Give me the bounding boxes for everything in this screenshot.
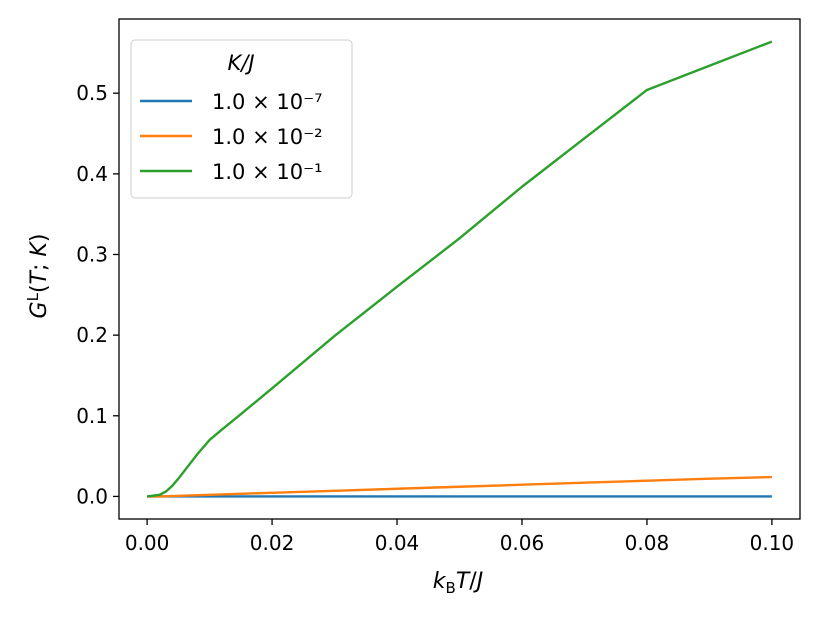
x-axis-title: kBT/J	[433, 569, 483, 597]
y-tick-label: 0.5	[76, 81, 108, 105]
series-line-3	[146, 40, 773, 498]
y-axis-title: GL(T; K)	[24, 234, 52, 319]
series-line-2	[147, 475, 772, 498]
y-tick-label: 0.3	[76, 242, 108, 266]
y-tick-label: 0.2	[76, 323, 108, 347]
x-tick-label: 0.02	[250, 531, 295, 555]
y-tick-label: 0.1	[76, 404, 108, 428]
x-tick-label: 0.10	[750, 531, 795, 555]
legend-items: 1.0 × 10⁻⁷ 1.0 × 10⁻² 1.0 × 10⁻¹	[140, 90, 323, 184]
legend: K/J 1.0 × 10⁻⁷ 1.0 × 10⁻² 1.0 × 10⁻¹	[130, 39, 353, 199]
legend-label-3: 1.0 × 10⁻¹	[212, 160, 323, 184]
legend-label-2: 1.0 × 10⁻²	[212, 125, 323, 149]
x-tick-label: 0.06	[500, 531, 545, 555]
y-axis-ticks: 0.0 0.1 0.2 0.3 0.4 0.5	[76, 81, 119, 508]
legend-title: K/J	[227, 51, 254, 75]
x-axis-ticks: 0.00 0.02 0.04 0.06 0.08 0.10	[125, 519, 794, 555]
x-tick-label: 0.08	[625, 531, 670, 555]
x-tick-label: 0.04	[375, 531, 420, 555]
legend-label-1: 1.0 × 10⁻⁷	[212, 90, 323, 114]
legend-box	[130, 39, 353, 199]
plot-lines	[146, 40, 773, 498]
y-tick-label: 0.0	[76, 484, 108, 508]
x-tick-label: 0.00	[125, 531, 170, 555]
y-tick-label: 0.4	[76, 162, 108, 186]
plot-frame	[118, 18, 801, 520]
